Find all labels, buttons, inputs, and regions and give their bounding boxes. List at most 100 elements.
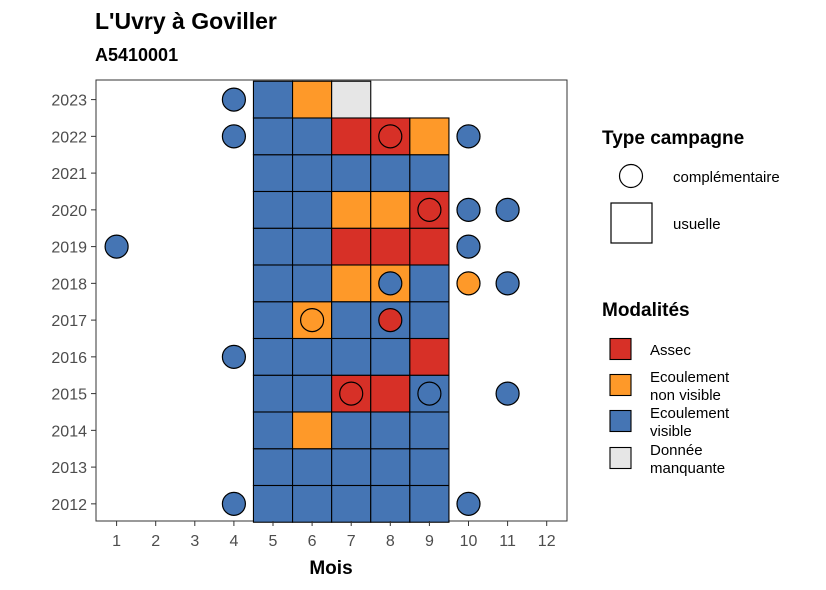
tile-2016-6 (291, 337, 333, 376)
y-tick-label-2012: 2012 (51, 497, 87, 514)
tile-2016-5 (252, 337, 294, 376)
tile-2013-7 (331, 448, 372, 487)
y-tick-label-2016: 2016 (51, 350, 87, 367)
tile-2014-7 (331, 411, 372, 450)
tile-2021-7 (331, 154, 372, 193)
point-2015-11 (495, 381, 520, 406)
point-2019-10 (456, 234, 481, 259)
x-tick-label-12: 12 (538, 533, 556, 550)
tile-2020-8 (370, 190, 411, 229)
tile-2021-8 (370, 154, 411, 193)
y-tick-label-2015: 2015 (51, 387, 87, 404)
legend-key-donnee_manquante (609, 446, 632, 470)
tile-2012-9 (409, 484, 450, 523)
legend-mod-title: Modalités (602, 300, 690, 321)
tile-2012-5 (252, 484, 294, 523)
legend-square-key (610, 202, 653, 244)
tile-2023-5 (252, 80, 294, 119)
tile-2017-9 (409, 301, 450, 340)
point-2020-10 (456, 197, 481, 222)
legend-label-ecoulement_visible-line1: Ecoulement (650, 405, 730, 422)
tile-2020-6 (291, 190, 333, 229)
tile-2018-5 (252, 264, 294, 303)
x-axis-label: Mois (309, 558, 352, 579)
tile-2020-5 (252, 190, 294, 229)
x-tick-label-11: 11 (499, 533, 516, 550)
tile-2015-5 (252, 374, 294, 413)
y-tick-label-2023: 2023 (51, 93, 87, 110)
y-tick-label-2022: 2022 (51, 129, 87, 146)
point-2012-4 (221, 491, 246, 516)
legend: Type campagne complémentaire usuelle Modali… (602, 128, 780, 477)
x-tick-label-4: 4 (229, 533, 238, 550)
tile-2020-7 (331, 190, 372, 229)
tile-2012-8 (370, 484, 411, 523)
tile-2018-7 (331, 264, 372, 303)
y-tick-label-2014: 2014 (51, 423, 87, 440)
legend-label-donnee_manquante-line1: Donnée (650, 442, 703, 459)
tile-2019-5 (252, 227, 294, 266)
chart-subtitle: A5410001 (95, 45, 179, 65)
tile-2018-9 (409, 264, 450, 303)
tile-2022-6 (291, 117, 333, 156)
legend-key-ecoulement_visible (609, 409, 632, 433)
tile-2016-7 (331, 337, 372, 376)
y-tick-label-2017: 2017 (51, 313, 87, 330)
point-2018-10 (456, 271, 481, 296)
point-2022-4 (221, 124, 246, 149)
tile-2023-7 (331, 80, 372, 119)
legend-item-usuelle: usuelle (673, 216, 721, 233)
point-2017-6 (300, 308, 325, 333)
tile-2019-8 (370, 227, 411, 266)
legend-label-assec: Assec (650, 342, 691, 359)
tile-2022-9 (409, 117, 450, 156)
y-tick-label-2021: 2021 (51, 166, 87, 183)
tile-2016-9 (409, 337, 450, 376)
tile-2013-6 (291, 448, 333, 487)
point-2019-1 (104, 234, 129, 259)
x-tick-label-3: 3 (190, 533, 199, 550)
tile-2014-6 (291, 411, 333, 450)
tile-2023-6 (291, 80, 333, 119)
point-2020-11 (495, 197, 520, 222)
axes: 1 2 3 4 5 6 7 8 9 10 11 122012201320142015201620172… (51, 93, 555, 550)
tile-2013-5 (252, 448, 294, 487)
point-2022-10 (456, 124, 481, 149)
point-2015-9 (417, 381, 442, 406)
point-2018-11 (495, 271, 520, 296)
point-2023-4 (221, 87, 246, 112)
x-tick-label-2: 2 (151, 533, 160, 550)
legend-label-ecoulement_non_visible-line2: non visible (650, 387, 721, 404)
usuelle-tiles (252, 80, 450, 523)
tile-2022-7 (331, 117, 372, 156)
tile-2021-9 (409, 154, 450, 193)
point-2012-10 (456, 491, 481, 516)
y-tick-label-2013: 2013 (51, 460, 87, 477)
legend-key-ecoulement_non_visible (609, 373, 632, 397)
x-tick-label-9: 9 (425, 533, 434, 550)
tile-2021-6 (291, 154, 333, 193)
x-tick-label-8: 8 (386, 533, 395, 550)
tile-2015-8 (370, 374, 411, 413)
complementaire-dots (104, 87, 520, 516)
tile-2014-9 (409, 411, 450, 450)
legend-label-donnee_manquante-line2: manquante (650, 460, 725, 477)
legend-circle-key (618, 163, 644, 189)
legend-type-title: Type campagne (602, 128, 744, 149)
tile-2017-7 (331, 301, 372, 340)
point-2020-9 (417, 197, 442, 222)
tile-2022-5 (252, 117, 294, 156)
x-tick-label-1: 1 (112, 533, 121, 550)
tile-2014-5 (252, 411, 294, 450)
tile-2017-5 (252, 301, 294, 340)
tile-2021-5 (252, 154, 294, 193)
point-2017-8 (378, 308, 403, 333)
legend-item-complementaire: complémentaire (673, 169, 780, 186)
x-tick-label-7: 7 (347, 533, 356, 550)
x-tick-label-5: 5 (269, 533, 278, 550)
tile-2019-9 (409, 227, 450, 266)
tile-2013-8 (370, 448, 411, 487)
legend-label-ecoulement_non_visible-line1: Ecoulement (650, 369, 730, 386)
tile-2014-8 (370, 411, 411, 450)
x-tick-label-6: 6 (308, 533, 317, 550)
